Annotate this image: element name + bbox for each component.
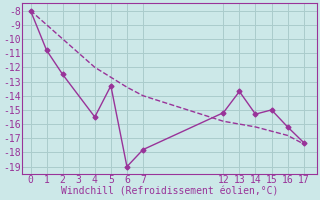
X-axis label: Windchill (Refroidissement éolien,°C): Windchill (Refroidissement éolien,°C) [61,187,278,197]
